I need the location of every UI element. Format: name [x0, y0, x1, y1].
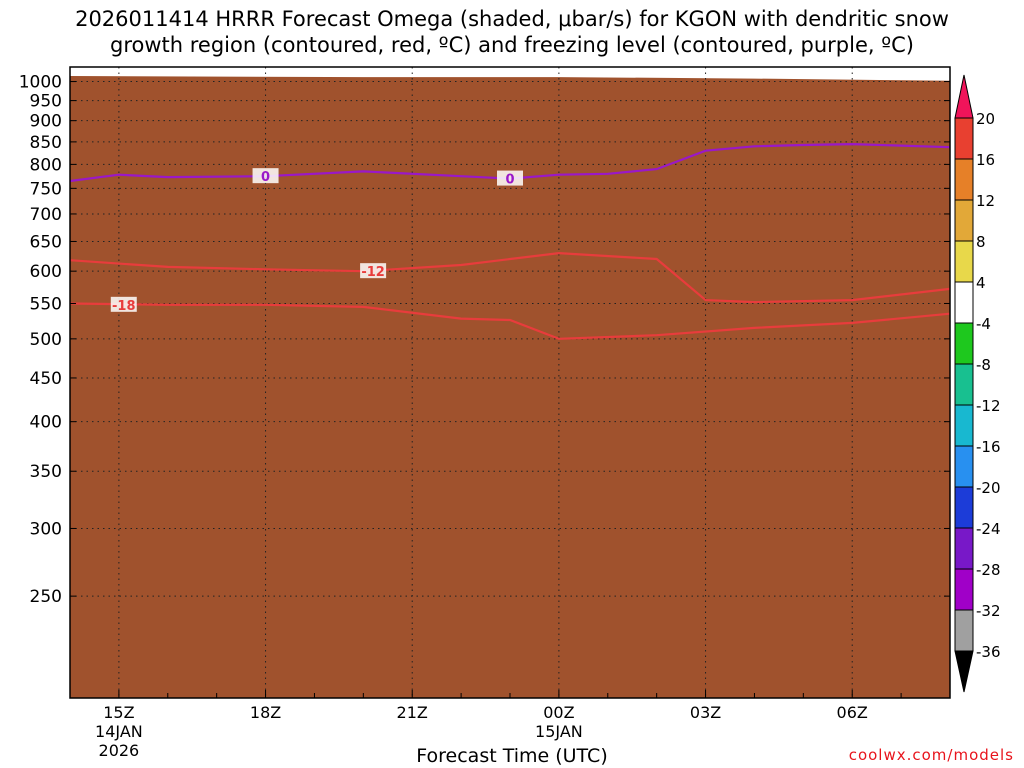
y-tick-label: 300	[30, 519, 62, 539]
y-tick-label: 900	[30, 112, 62, 132]
colorbar-label: -12	[976, 397, 1001, 415]
y-tick-label: 600	[30, 262, 62, 282]
chart-title: 2026011414 HRRR Forecast Omega (shaded, …	[0, 6, 1024, 58]
y-tick-label: 500	[30, 330, 62, 350]
colorbar-label: -36	[976, 643, 1001, 661]
colorbar-segment	[954, 568, 974, 611]
colorbar-label: 16	[976, 151, 995, 169]
terrain-polygon	[70, 76, 950, 698]
colorbar-label: -4	[976, 315, 991, 333]
terrain-fill	[70, 76, 950, 698]
contour-label-0: -18	[112, 299, 136, 314]
x-tick-date: 15JAN	[535, 722, 583, 741]
colorbar-segment	[954, 527, 974, 570]
contour-label-3: 0	[505, 173, 514, 188]
contour-label-bg	[110, 296, 137, 312]
y-tick-label: 450	[30, 369, 62, 389]
colorbar-label: 12	[976, 192, 995, 210]
x-tick-label: 03Z	[690, 703, 721, 722]
colorbar-segment	[954, 199, 974, 242]
x-tick-label: 15Z	[103, 703, 134, 722]
contour-label-1: -12	[361, 265, 385, 280]
contour-label-bg	[252, 168, 279, 184]
colorbar-label: -8	[976, 356, 991, 374]
colorbar-segment	[954, 445, 974, 488]
colorbar-segment	[954, 486, 974, 529]
colorbar-label: -32	[976, 602, 1001, 620]
contour-line-2	[70, 142, 950, 183]
y-tick-label: 400	[30, 413, 62, 433]
colorbar-label: 8	[976, 233, 986, 251]
contour-label-bg	[360, 263, 387, 279]
colorbar-segment	[954, 158, 974, 201]
y-tick-label: 700	[30, 205, 62, 225]
credit-text: coolwx.com/models	[848, 746, 1014, 764]
y-tick-label: 1000	[19, 73, 62, 93]
y-tick-label: 950	[30, 92, 62, 112]
x-axis-title: Forecast Time (UTC)	[416, 745, 608, 767]
contour-label-bg	[497, 170, 523, 186]
colorbar-label: -24	[976, 520, 1001, 538]
colorbar-label: 20	[976, 110, 995, 128]
colorbar-bottom-arrow	[954, 650, 974, 693]
colorbar-segment	[954, 609, 974, 652]
colorbar: 20 16 12 8 4 -4 -8 -12 -16 -20 -24 -28 -32 -36	[954, 74, 1001, 693]
colorbar-segment	[954, 322, 974, 365]
title-line-2: growth region (contoured, red, ºC) and f…	[110, 33, 914, 57]
contour-label-2: 0	[261, 170, 270, 185]
y-tick-label: 650	[30, 232, 62, 252]
contour-line-0	[70, 302, 950, 340]
y-tick-label: 800	[30, 155, 62, 175]
y-tick-label: 250	[30, 587, 62, 607]
y-tick-label: 750	[30, 179, 62, 199]
colorbar-segment	[954, 117, 974, 160]
colorbar-top-arrow	[954, 74, 974, 119]
colorbar-label: -20	[976, 479, 1001, 497]
colorbar-label: -28	[976, 561, 1001, 579]
y-tick-label: 350	[30, 462, 62, 482]
contour-line-1	[70, 251, 950, 304]
colorbar-segment	[954, 363, 974, 406]
x-tick-date: 14JAN	[95, 722, 143, 741]
x-tick-year: 2026	[99, 741, 140, 760]
y-axis: 2503003504004505005506006507007508008509…	[19, 73, 950, 607]
x-tick-label: 18Z	[250, 703, 281, 722]
colorbar-segment	[954, 404, 974, 447]
colorbar-label: 4	[976, 274, 986, 292]
x-tick-label: 21Z	[397, 703, 428, 722]
x-tick-label: 06Z	[837, 703, 868, 722]
colorbar-segment	[954, 240, 974, 283]
x-tick-label: 00Z	[543, 703, 574, 722]
y-tick-label: 550	[30, 294, 62, 314]
title-line-1: 2026011414 HRRR Forecast Omega (shaded, …	[75, 7, 949, 31]
y-tick-label: 850	[30, 133, 62, 153]
colorbar-segment	[954, 281, 974, 324]
colorbar-label: -16	[976, 438, 1001, 456]
contour-lines: -18 -12 0 0	[70, 142, 950, 340]
